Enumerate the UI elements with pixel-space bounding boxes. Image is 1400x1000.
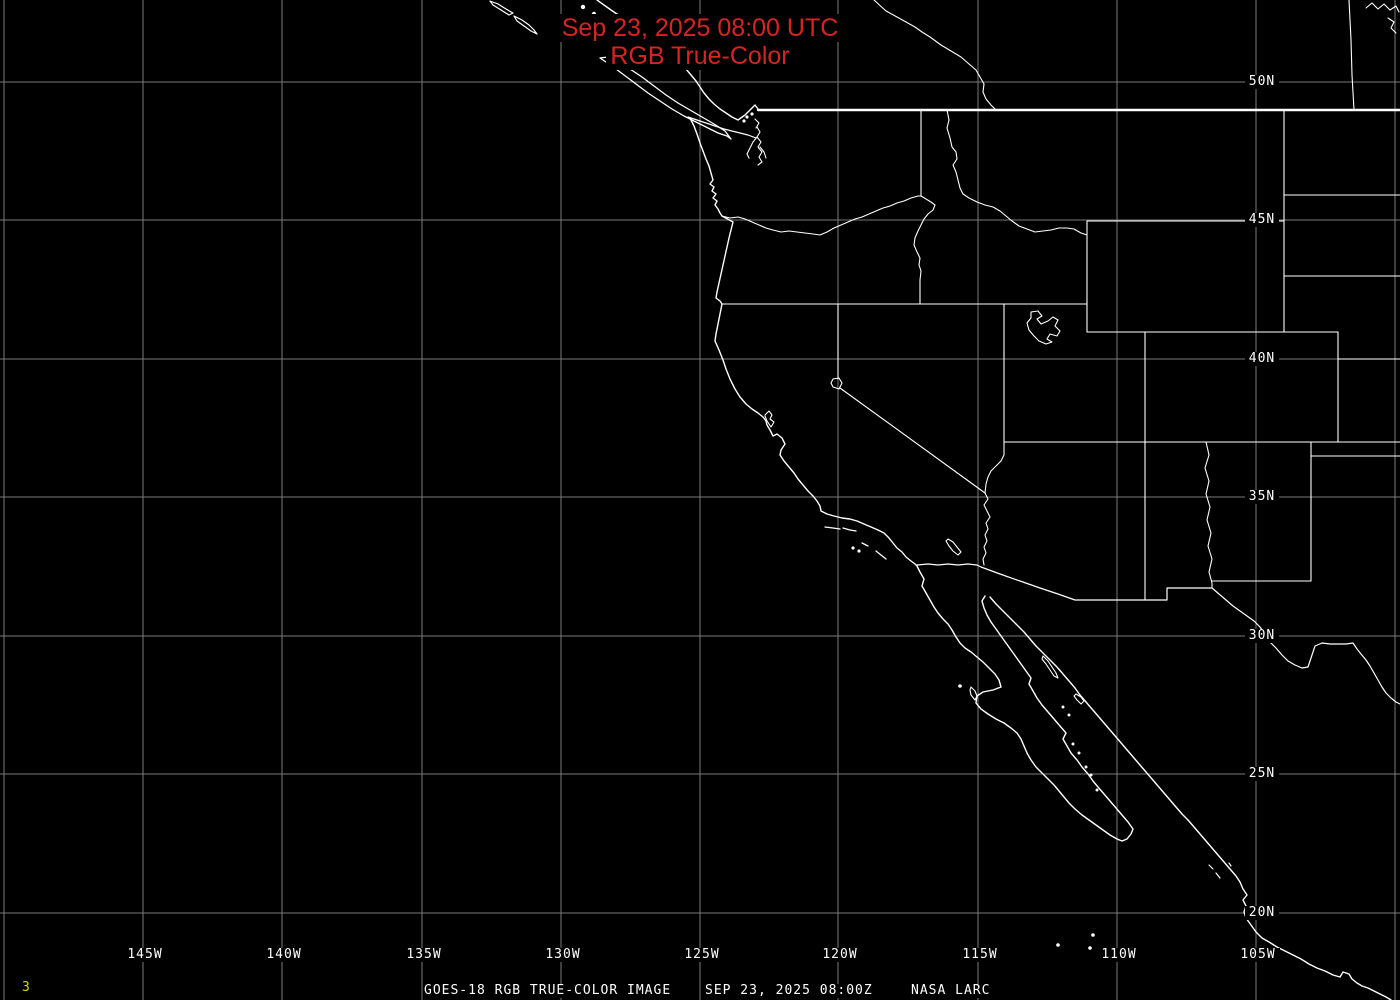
- id-mt-border: [946, 109, 1088, 236]
- san-juan-islands: [742, 119, 746, 123]
- san-francisco-bay: [764, 410, 775, 428]
- gulf-of-california-islets: [1071, 742, 1075, 746]
- haida-gwaii-islands: [489, 0, 538, 35]
- gulf-of-california-islets: [1077, 751, 1081, 755]
- puget-sound: [746, 118, 767, 166]
- wa-coast: [689, 117, 723, 217]
- or-coast: [715, 215, 734, 305]
- isla-angel-de-la-guarda: [1041, 655, 1059, 679]
- san-juan-islands: [745, 115, 749, 119]
- lat-label: 45N: [1245, 213, 1279, 227]
- ca-coast: [714, 303, 918, 567]
- lat-label: 40N: [1245, 352, 1279, 366]
- lon-label: 130W: [541, 948, 585, 962]
- great-salt-lake: [1026, 310, 1061, 345]
- timestamp-title: Sep 23, 2025 08:00 UTC: [0, 14, 1400, 43]
- lat-label: 25N: [1245, 767, 1279, 781]
- lon-label: 120W: [818, 948, 862, 962]
- gulf-of-california-islets: [1067, 713, 1071, 717]
- channel-island-dots: [857, 549, 861, 553]
- map-outlines: [489, 0, 1400, 1000]
- islas-marias: [1208, 862, 1232, 879]
- mt-wy-border: [1086, 220, 1285, 236]
- lon-label: 140W: [262, 948, 306, 962]
- lat-label: 30N: [1245, 629, 1279, 643]
- footer-product-caption: GOES-18 RGB TRUE-COLOR IMAGE: [424, 983, 672, 998]
- frame-number-mark: 3: [22, 980, 31, 995]
- lon-label: 135W: [402, 948, 446, 962]
- product-name-title: RGB True-Color: [0, 42, 1400, 71]
- footer-credit: NASA LARC: [911, 983, 991, 998]
- channel-island-dots: [851, 546, 855, 550]
- ca-az-colorado-river: [982, 492, 991, 566]
- gulf-of-california-islets: [1084, 765, 1088, 769]
- pacific-islets: [958, 684, 962, 688]
- ca-nv-diagonal-border: [839, 387, 986, 494]
- isla-tiburon: [1073, 693, 1085, 705]
- nv-ut-border-114w: [984, 303, 1005, 494]
- gulf-of-california-islets: [1095, 788, 1099, 792]
- channel-islands: [824, 526, 887, 560]
- sk-mb-border: [1348, 0, 1355, 111]
- lon-label: 115W: [958, 948, 1002, 962]
- baja-california-peninsula: [916, 565, 1134, 842]
- bc-alberta-border: [873, 0, 997, 111]
- rio-grande-tx-border: [1211, 587, 1400, 705]
- mb-lakes: [1365, 2, 1400, 34]
- sonora-sinaloa-coast: [989, 596, 1392, 1000]
- us-mexico-border-west: [916, 563, 1213, 601]
- vancouver-island: [599, 56, 732, 140]
- columbia-river-wa-or-border: [721, 195, 922, 236]
- pacific-islets: [1091, 933, 1095, 937]
- lake-tahoe: [830, 377, 843, 390]
- strait-juan-de-fuca-coast: [687, 116, 757, 139]
- pacific-islets: [1056, 943, 1060, 947]
- lat-label: 35N: [1245, 490, 1279, 504]
- lat-label: 20N: [1245, 906, 1279, 920]
- isla-cedros: [969, 686, 978, 701]
- bc-coastal-islands: [580, 4, 586, 10]
- pacific-islets: [1088, 946, 1092, 950]
- san-juan-islands: [750, 112, 754, 116]
- footer-timestamp: SEP 23, 2025 08:00Z: [705, 983, 873, 998]
- or-id-snake-river-border: [913, 195, 936, 305]
- gulf-of-california-islets: [1061, 705, 1065, 709]
- lat-label: 50N: [1245, 75, 1279, 89]
- salton-sea: [945, 538, 962, 556]
- rio-grande-nm: [1204, 441, 1213, 589]
- lon-label: 105W: [1236, 948, 1280, 962]
- lon-label: 110W: [1097, 948, 1141, 962]
- lon-label: 145W: [123, 948, 167, 962]
- gulf-of-california-islets: [1089, 773, 1093, 777]
- lon-label: 125W: [680, 948, 724, 962]
